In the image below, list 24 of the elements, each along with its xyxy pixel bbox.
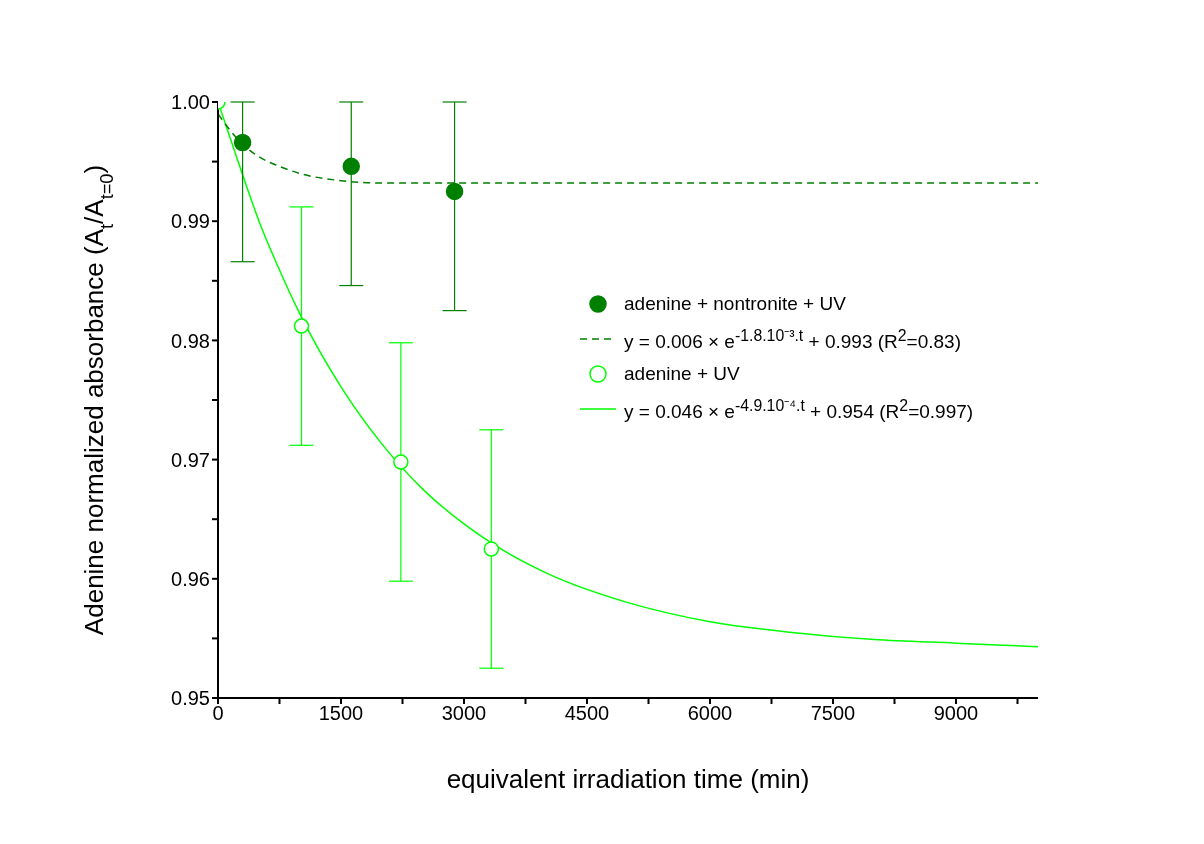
legend-label: adenine + UV	[624, 362, 740, 387]
point	[293, 318, 310, 334]
x-axis-title: equivalent irradiation time (min)	[446, 764, 810, 794]
legend-label: adenine + nontronite + UV	[624, 292, 846, 316]
y-tick-label: 0.97	[171, 448, 210, 471]
point	[483, 541, 500, 557]
x-tick-label: 1500	[318, 702, 364, 725]
y-tick-label: 0.96	[171, 567, 210, 590]
x-tick-label: 3000	[441, 702, 487, 725]
point	[342, 157, 360, 176]
text: 1.00	[171, 91, 210, 114]
x-tick-label: 9000	[933, 702, 979, 725]
point	[393, 454, 409, 470]
legend-label: y = 0.006 × e$^{-1.8.10⁻³.t}$ + 0.993 (R$^{2}$=0.83)	[624, 326, 962, 355]
point	[233, 133, 252, 152]
point	[445, 182, 464, 201]
legend-label: y = 0.046 × e$^{-4.9.10⁻⁴.t}$ + 0.954 (R$^{2}$=0.997)	[624, 396, 974, 425]
x-tick-label: 7500	[810, 702, 856, 725]
y-tick-label: 0.98	[171, 329, 210, 352]
y-tick-label: 0.99	[171, 210, 210, 233]
x-tick-label: 4500	[564, 702, 610, 725]
y-tick-label: 0.95	[171, 687, 210, 710]
x-tick-label: 6000	[687, 702, 733, 725]
x-tick-label: 0	[212, 702, 224, 725]
